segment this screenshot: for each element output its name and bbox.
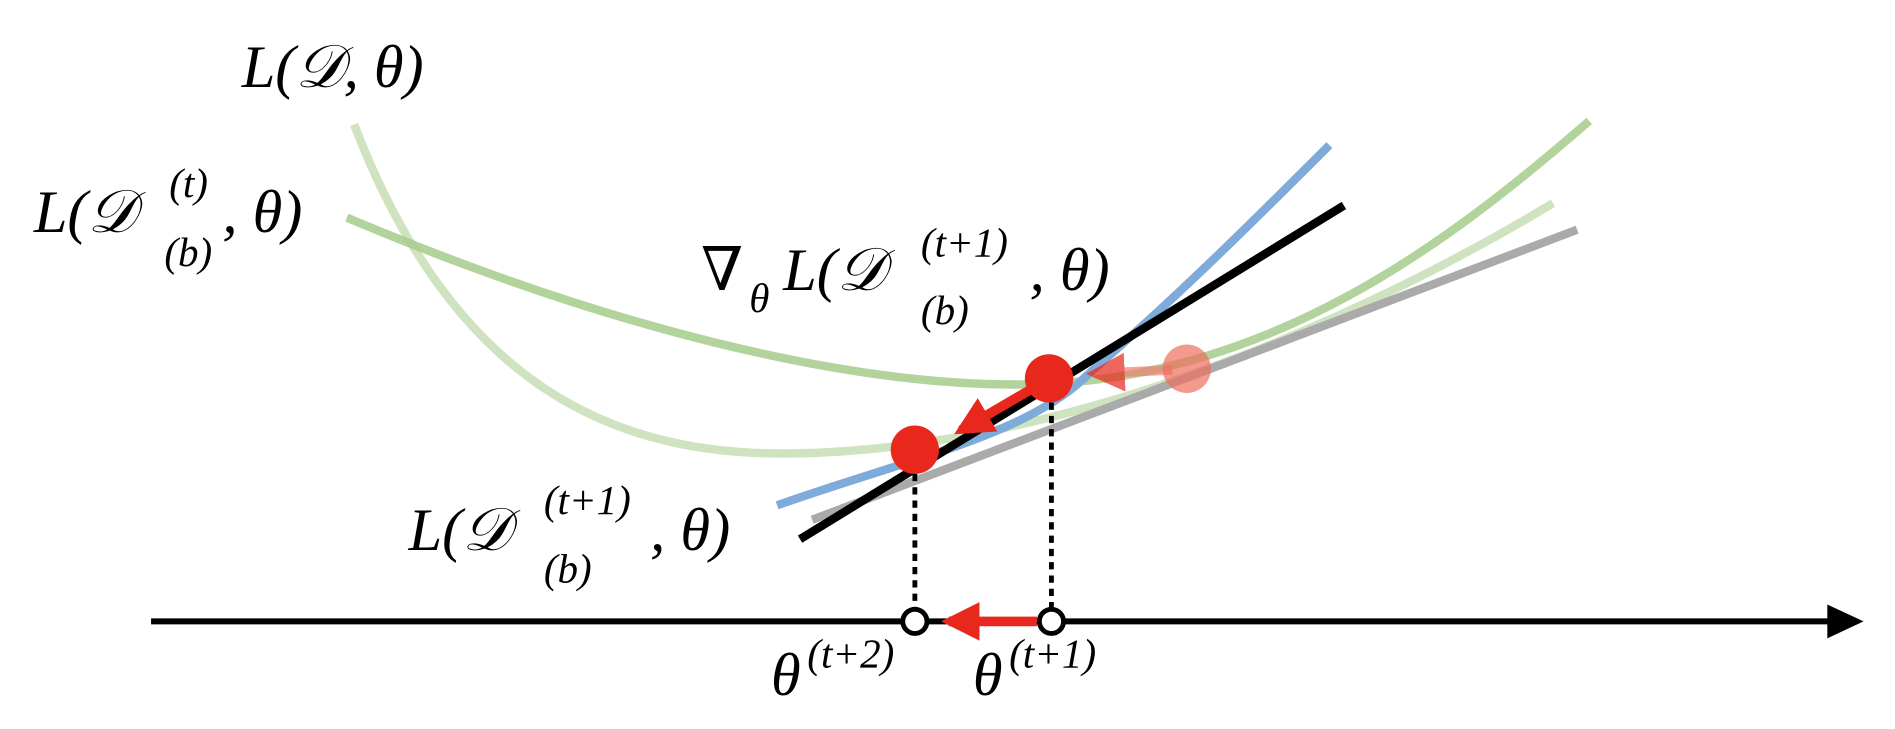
theta-point <box>1036 606 1066 636</box>
label: L(𝒟, θ) <box>241 34 424 101</box>
label: L(𝒟 <box>782 237 896 304</box>
faded-point <box>1162 344 1211 393</box>
theta-point <box>900 606 930 636</box>
label-sup: (t+1) <box>544 477 631 523</box>
step-arrow <box>954 380 1042 435</box>
label: ∇ <box>701 237 743 304</box>
point-t2 <box>890 425 940 474</box>
label: , θ) <box>1030 237 1110 304</box>
axis-label-sup: (t+2) <box>807 630 894 676</box>
label: , θ) <box>222 179 302 246</box>
label: , θ) <box>650 497 730 564</box>
point-t1 <box>1024 354 1074 403</box>
axis-arrowhead <box>1827 604 1864 639</box>
label-sub: (b) <box>921 287 969 333</box>
axis-label: θ <box>771 642 801 709</box>
label-sub: (b) <box>544 546 592 592</box>
label-sup: (t+1) <box>921 219 1008 265</box>
label: L(𝒟 <box>33 179 147 246</box>
label-sup: (t) <box>169 160 208 206</box>
curve-full-loss <box>350 123 1556 458</box>
faded-step-arrow <box>1086 352 1173 392</box>
label-sub: (b) <box>164 229 212 275</box>
label: L(𝒟 <box>407 497 521 564</box>
axis-label-sup: (t+1) <box>1009 630 1096 676</box>
axis-label: θ <box>973 642 1003 709</box>
label-sub: θ <box>749 275 769 321</box>
